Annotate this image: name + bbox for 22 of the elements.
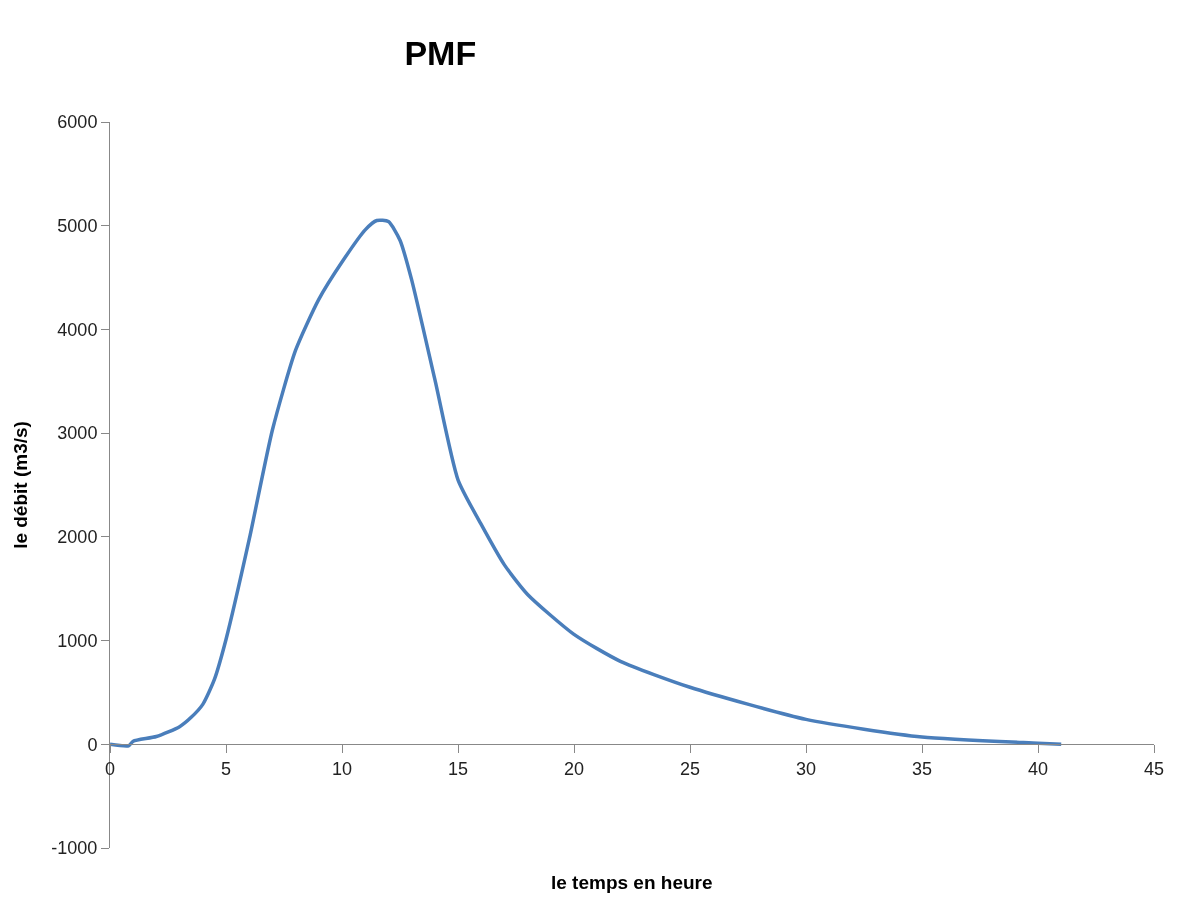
- y-tick-label: 0: [87, 734, 98, 755]
- y-tick-label: 1000: [57, 630, 98, 651]
- x-tick-label: 10: [331, 758, 353, 779]
- y-tick-label: 6000: [57, 112, 98, 133]
- y-tick-label: 2000: [57, 527, 98, 548]
- x-tick-label: 35: [911, 758, 933, 779]
- x-tick-label: 15: [447, 758, 469, 779]
- x-tick-label: 20: [563, 758, 585, 779]
- y-tick-label: 4000: [57, 319, 98, 340]
- chart-title: PMF: [404, 33, 477, 72]
- x-tick-label: 45: [1143, 758, 1165, 779]
- y-tick-label: -1000: [51, 838, 98, 859]
- x-tick-label: 5: [220, 758, 232, 779]
- y-tick-label: 5000: [57, 216, 98, 237]
- x-tick-label: 0: [104, 758, 116, 779]
- line-series: [110, 218, 1063, 748]
- x-tick-label: 40: [1027, 758, 1049, 779]
- y-tick-label: 3000: [57, 423, 98, 444]
- x-tick-label: 25: [679, 758, 701, 779]
- y-axis-title: le débit (m3/s): [10, 421, 32, 549]
- x-axis-title: le temps en heure: [551, 872, 713, 893]
- x-tick-label: 30: [795, 758, 817, 779]
